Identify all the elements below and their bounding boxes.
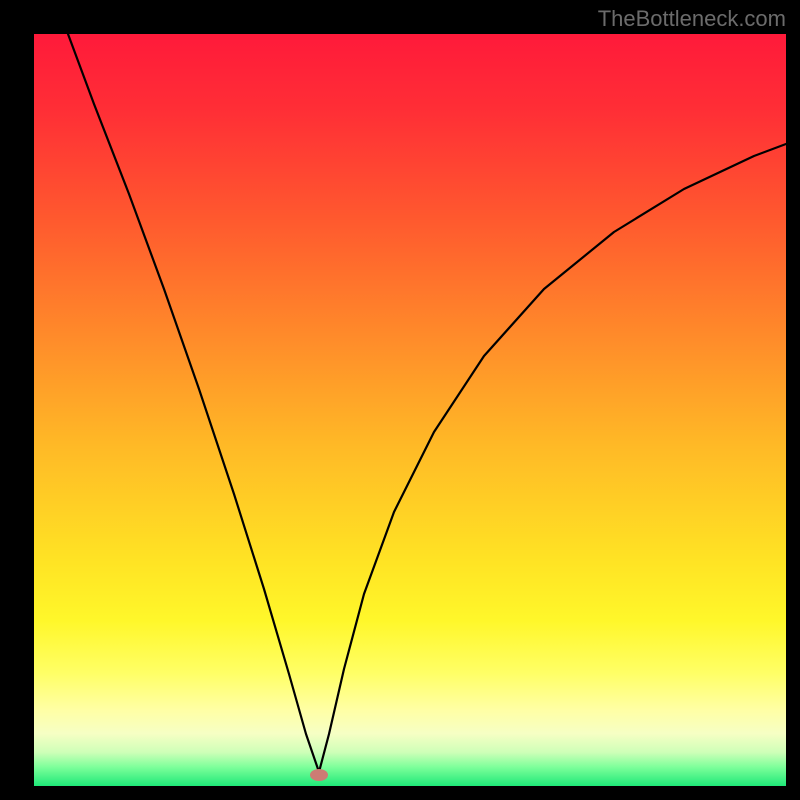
- bottleneck-curve-svg: [34, 34, 786, 786]
- plot-area: [34, 34, 786, 786]
- watermark-text: TheBottleneck.com: [598, 6, 786, 32]
- chart-frame: TheBottleneck.com: [0, 0, 800, 800]
- minimum-marker: [310, 769, 328, 781]
- bottleneck-curve: [68, 34, 786, 772]
